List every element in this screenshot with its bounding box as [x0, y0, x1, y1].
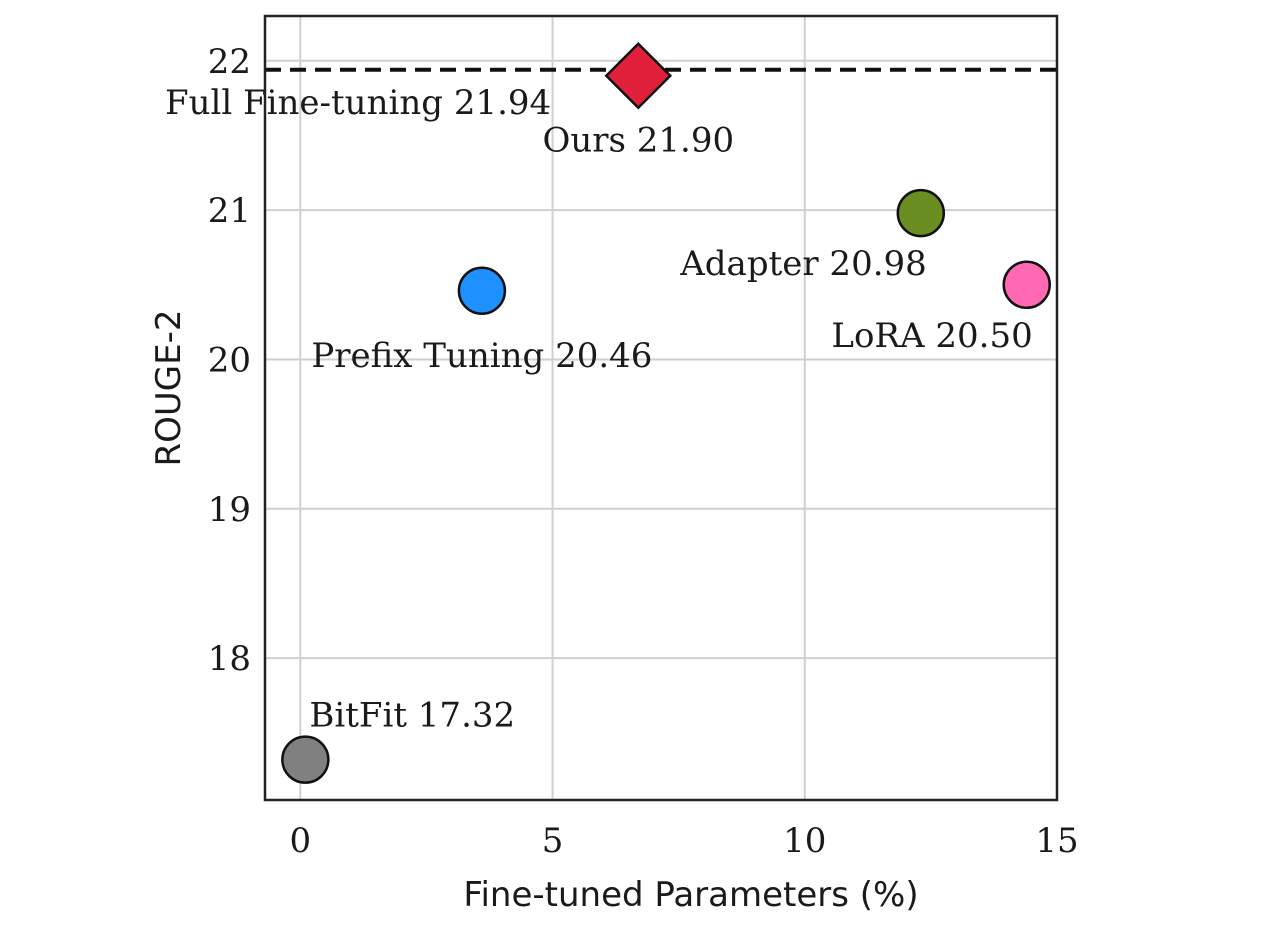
point-marker-3 [457, 266, 507, 316]
point-label-4: BitFit 17.32 [309, 696, 515, 736]
point-marker-1 [896, 188, 946, 238]
y-tick-label: 19 [208, 490, 251, 530]
point-marker-0 [604, 41, 673, 110]
x-tick-label: 10 [783, 821, 826, 861]
point-label-3: Prefix Tuning 20.46 [311, 336, 652, 376]
y-tick-label: 21 [208, 191, 251, 231]
point-marker-4 [281, 735, 330, 784]
x-axis-title: Fine-tuned Parameters (%) [463, 875, 918, 915]
y-tick-label: 22 [208, 42, 251, 82]
point-label-1: Adapter 20.98 [679, 244, 927, 284]
y-tick-label: 18 [208, 639, 251, 679]
x-tick-label: 0 [289, 821, 311, 861]
reference-line-label: Full Fine-tuning 21.94 [165, 83, 551, 123]
data-points: Ours 21.90 Adapter 20.98 LoRA 20.50 Prefix … [281, 41, 1051, 784]
tick-labels: 0 5 10 15 18 19 20 21 22 [208, 42, 1079, 861]
point-label-2: LoRA 20.50 [831, 316, 1032, 356]
point-label-0: Ours 21.90 [542, 121, 734, 161]
plot-frame [263, 14, 1059, 802]
reference-line-group: Full Fine-tuning 21.94 [165, 67, 1057, 123]
x-tick-label: 15 [1035, 821, 1078, 861]
y-tick-label: 20 [208, 340, 251, 380]
y-axis-title: ROUGE-2 [149, 309, 189, 466]
point-marker-2 [1002, 260, 1051, 310]
x-tick-label: 5 [542, 821, 564, 861]
